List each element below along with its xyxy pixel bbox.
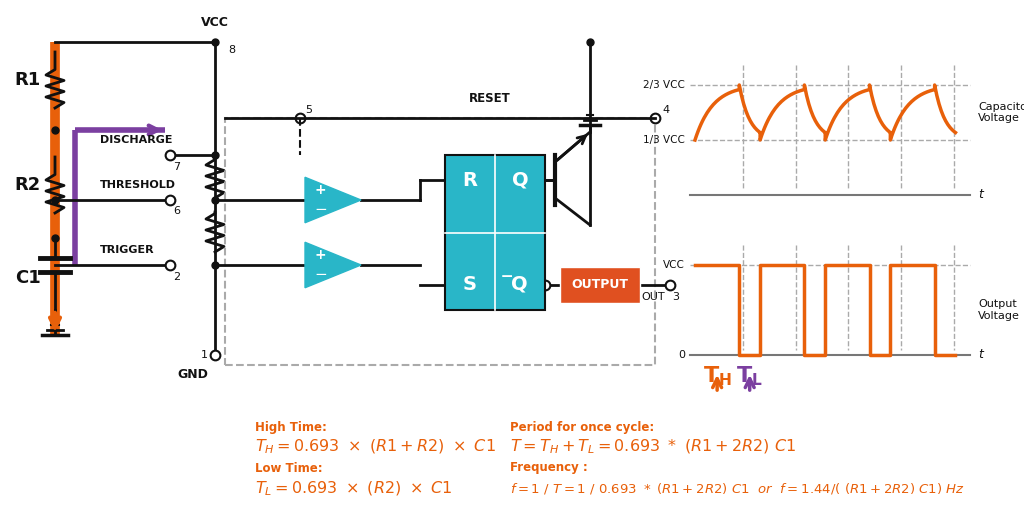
Text: OUTPUT: OUTPUT [571,278,629,291]
Text: R2: R2 [15,176,41,194]
Text: $T_H = 0.693\ \times\ (R1 + R2)\ \times\ C1$: $T_H = 0.693\ \times\ (R1 + R2)\ \times\… [255,438,496,456]
Text: $T_L = 0.693\ \times\ (R2)\ \times\ C1$: $T_L = 0.693\ \times\ (R2)\ \times\ C1$ [255,480,453,498]
Text: +: + [315,183,327,197]
Polygon shape [305,177,361,223]
Text: $\mathbf{T_H}$: $\mathbf{T_H}$ [702,364,731,388]
FancyBboxPatch shape [560,267,640,303]
Text: OUT: OUT [641,292,665,302]
Text: −: − [314,202,327,217]
Text: 0: 0 [678,350,685,360]
Text: High Time:: High Time: [255,420,327,433]
Text: 8: 8 [228,45,236,55]
Text: VCC: VCC [664,260,685,270]
Text: $\mathbf{T_L}$: $\mathbf{T_L}$ [736,364,763,388]
Text: Low Time:: Low Time: [255,462,323,475]
Text: 6: 6 [173,206,180,216]
Text: 5: 5 [305,105,312,115]
FancyBboxPatch shape [445,155,545,310]
Text: TRIGGER: TRIGGER [100,245,155,255]
Text: t: t [978,189,983,202]
Text: Period for once cycle:: Period for once cycle: [510,420,654,433]
Text: 3: 3 [672,292,679,302]
Text: THRESHOLD: THRESHOLD [100,180,176,190]
Text: 2/3 VCC: 2/3 VCC [643,80,685,90]
Text: RESET: RESET [469,92,511,104]
Text: S: S [463,276,477,294]
Text: −: − [314,267,327,282]
Text: C1: C1 [15,269,41,287]
Text: R1: R1 [15,71,41,89]
Text: GND: GND [177,368,208,381]
Text: ̅Q: ̅Q [512,276,528,294]
Bar [225,118,655,365]
Text: 4: 4 [662,105,669,115]
Text: +: + [315,248,327,262]
Text: Capacitor
Voltage: Capacitor Voltage [978,102,1024,123]
Text: Frequency :: Frequency : [510,462,588,475]
Text: 2: 2 [173,272,180,282]
Text: 7: 7 [173,162,180,172]
Text: 1: 1 [201,350,208,360]
Text: $T = T_H + T_L = 0.693\ *\ (R1 + 2R2)\ C1$: $T = T_H + T_L = 0.693\ *\ (R1 + 2R2)\ C… [510,438,797,456]
Text: VCC: VCC [201,16,229,28]
Text: $f = 1\ /\ T = 1\ /\ 0.693\ *\ (R1 + 2R2)\ C1\ \ or\ \ f = 1.44/\left(\ (R1 + 2R: $f = 1\ /\ T = 1\ /\ 0.693\ *\ (R1 + 2R2… [510,482,965,497]
Text: t: t [978,348,983,362]
Text: 1/3 VCC: 1/3 VCC [643,135,685,145]
Text: Q: Q [512,170,528,190]
Polygon shape [305,242,361,288]
Text: Output
Voltage: Output Voltage [978,299,1020,321]
Text: R: R [463,170,477,190]
Text: DISCHARGE: DISCHARGE [100,135,172,145]
